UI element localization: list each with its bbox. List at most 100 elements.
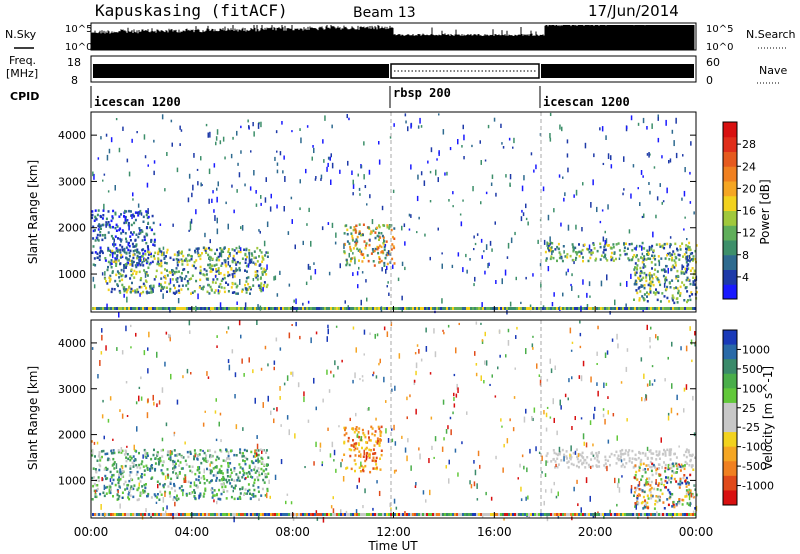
ground-scatter-cell <box>412 513 414 516</box>
echo-cell <box>355 347 357 353</box>
echo-cell <box>659 488 662 492</box>
ground-scatter-cell <box>620 513 622 516</box>
ground-scatter-cell <box>356 307 358 310</box>
echo-cell <box>180 277 183 280</box>
echo-cell <box>216 248 218 252</box>
echo-cell <box>574 251 577 254</box>
echo-cell <box>159 459 162 463</box>
echo-cell <box>178 250 180 257</box>
echo-cell <box>130 268 133 271</box>
echo-cell <box>372 467 375 470</box>
echo-cell <box>232 254 235 258</box>
ground-scatter-cell <box>110 513 112 516</box>
ground-scatter-cell <box>472 513 474 516</box>
echo-cell <box>97 157 100 160</box>
echo-cell <box>208 257 210 260</box>
echo-cell <box>532 417 534 422</box>
echo-cell <box>374 452 377 455</box>
echo-cell <box>130 223 133 227</box>
ground-scatter-cell <box>198 513 200 516</box>
echo-cell <box>129 459 132 462</box>
echo-cell <box>598 451 600 454</box>
echo-cell <box>564 393 567 398</box>
ground-scatter-cell <box>222 307 224 310</box>
echo-cell <box>670 477 673 480</box>
echo-cell <box>238 266 241 270</box>
echo-cell <box>671 462 674 465</box>
ground-scatter-cell <box>266 307 268 310</box>
echo-cell <box>172 291 175 295</box>
echo-cell <box>92 245 95 248</box>
echo-cell <box>176 264 179 267</box>
ground-scatter-cell <box>576 307 578 310</box>
y-tick-label: 4000 <box>58 129 86 142</box>
ground-scatter-cell <box>616 307 618 310</box>
echo-cell <box>118 147 121 153</box>
echo-cell <box>658 496 661 499</box>
echo-cell <box>169 271 172 274</box>
echo-cell <box>235 252 238 255</box>
echo-cell <box>202 495 205 498</box>
echo-cell <box>123 453 126 456</box>
echo-cell <box>111 270 114 273</box>
echo-cell <box>357 442 360 445</box>
echo-cell <box>112 225 114 229</box>
echo-cell <box>194 497 197 500</box>
echo-cell <box>662 268 665 272</box>
ground-scatter-cell <box>534 513 536 516</box>
echo-cell <box>111 251 114 255</box>
echo-cell <box>161 437 164 442</box>
echo-cell <box>607 396 609 400</box>
echo-cell <box>254 449 257 452</box>
echo-cell <box>610 258 613 262</box>
echo-cell <box>613 252 616 255</box>
echo-cell <box>547 247 549 250</box>
echo-cell <box>549 137 552 142</box>
ground-scatter-cell <box>690 307 692 310</box>
ground-scatter-cell <box>690 513 692 516</box>
echo-cell <box>668 491 671 494</box>
ground-scatter-cell <box>512 307 514 310</box>
echo-cell <box>127 457 130 461</box>
ground-scatter-cell <box>114 307 116 310</box>
echo-cell <box>112 209 115 213</box>
echo-cell <box>321 226 324 231</box>
echo-cell <box>634 279 637 283</box>
echo-cell <box>152 285 155 289</box>
echo-cell <box>106 452 109 455</box>
echo-cell <box>668 282 671 285</box>
echo-cell <box>149 467 151 471</box>
echo-cell <box>303 391 305 397</box>
echo-cell <box>642 507 645 510</box>
echo-cell <box>152 221 155 225</box>
echo-cell <box>91 454 94 457</box>
echo-cell <box>354 228 357 231</box>
echo-cell <box>219 140 222 145</box>
echo-cell <box>590 252 593 255</box>
echo-cell <box>218 479 221 482</box>
echo-cell <box>133 269 136 273</box>
echo-cell <box>262 469 265 473</box>
echo-cell <box>415 408 417 415</box>
echo-cell <box>102 179 104 182</box>
ground-scatter-cell <box>600 513 602 516</box>
ground-scatter-cell <box>294 513 296 516</box>
echo-cell <box>673 477 676 481</box>
ground-scatter-cell <box>168 513 170 516</box>
ground-scatter-cell <box>340 307 342 310</box>
colorbar-tick-label: 24 <box>742 160 756 173</box>
echo-cell <box>236 268 239 272</box>
echo-cell <box>144 273 147 278</box>
echo-cell <box>661 201 663 205</box>
echo-cell <box>634 486 637 490</box>
echo-cell <box>610 155 612 161</box>
echo-cell <box>682 255 684 258</box>
echo-cell <box>580 252 583 255</box>
echo-cell <box>596 459 599 462</box>
ground-scatter-cell <box>238 307 240 310</box>
echo-cell <box>445 429 448 434</box>
echo-cell <box>371 432 374 436</box>
echo-cell <box>666 187 668 194</box>
echo-cell <box>179 125 181 130</box>
echo-cell <box>449 147 452 151</box>
